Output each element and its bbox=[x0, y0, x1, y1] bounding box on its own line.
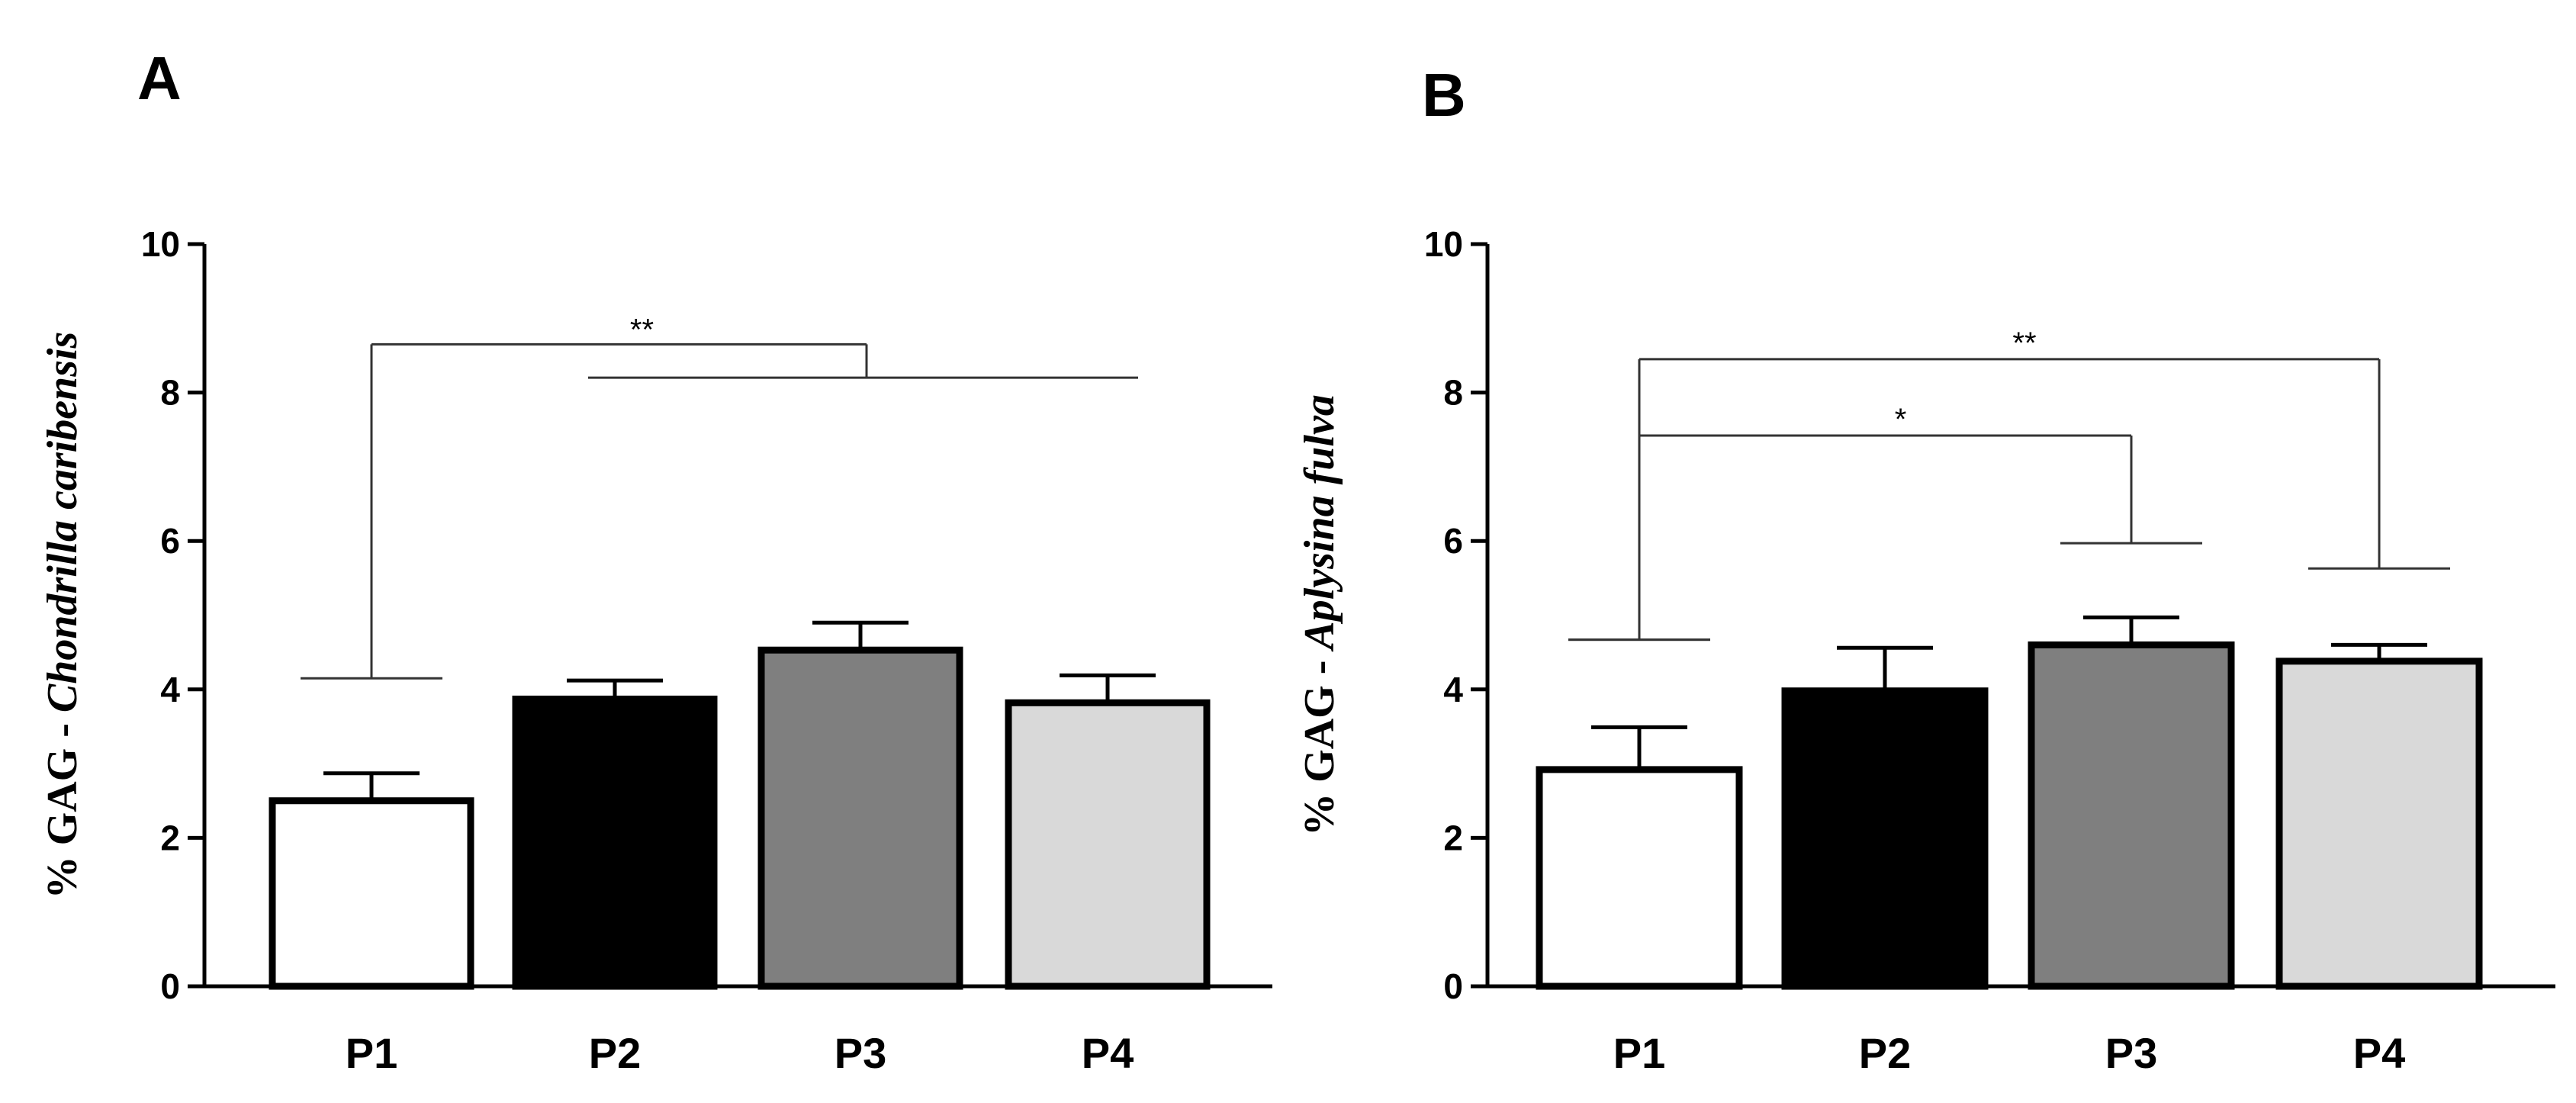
y-tick-label: 10 bbox=[141, 224, 180, 264]
bar-p2 bbox=[1781, 687, 1989, 990]
y-tick-label: 4 bbox=[160, 670, 180, 709]
x-tick-label-p3: P3 bbox=[835, 1029, 887, 1077]
significance-label: ** bbox=[2012, 326, 2036, 360]
y-tick-label: 6 bbox=[1443, 521, 1463, 561]
y-axis-label-species: Chondrilla caribensis bbox=[39, 332, 86, 712]
y-axis-label-species: Aplysina fulva bbox=[1296, 394, 1343, 651]
significance-label: * bbox=[1895, 403, 1907, 436]
bar-p3 bbox=[757, 646, 963, 990]
y-tick-label: 6 bbox=[160, 521, 180, 561]
x-tick-label-p2: P2 bbox=[1859, 1029, 1912, 1077]
x-tick-label-p3: P3 bbox=[2105, 1029, 2158, 1077]
y-tick-label: 0 bbox=[1443, 966, 1463, 1006]
y-axis-label-prefix: % GAG - bbox=[1296, 650, 1343, 836]
significance-bracket: ** bbox=[301, 313, 1138, 680]
x-tick-label-p1: P1 bbox=[1613, 1029, 1666, 1077]
panel-letter: B bbox=[1422, 61, 1466, 129]
panel-letter: A bbox=[137, 44, 182, 112]
y-tick-label: 10 bbox=[1424, 224, 1463, 264]
significance-label: ** bbox=[630, 313, 654, 346]
y-tick-label: 2 bbox=[160, 818, 180, 857]
significance-bracket: * bbox=[1568, 403, 2202, 642]
x-tick-label-p4: P4 bbox=[1082, 1029, 1134, 1077]
x-tick-label-p4: P4 bbox=[2353, 1029, 2406, 1077]
bar-p1 bbox=[269, 797, 474, 990]
x-tick-label-p1: P1 bbox=[346, 1029, 398, 1077]
y-axis-label: % GAG - Aplysina fulva bbox=[1296, 394, 1343, 836]
y-tick-label: 8 bbox=[1443, 373, 1463, 413]
bar-p4 bbox=[1005, 699, 1211, 990]
y-axis-label-prefix: % GAG - bbox=[39, 712, 86, 899]
bar-p3 bbox=[2028, 641, 2235, 990]
y-axis-label: % GAG - Chondrilla caribensis bbox=[39, 332, 86, 899]
chart-panel-a: A 0 2 4 6 8 10 % GAG - Chondrilla caribensis P1 P… bbox=[39, 44, 1272, 1077]
x-tick-label-p2: P2 bbox=[589, 1029, 642, 1077]
y-tick-label: 2 bbox=[1443, 818, 1463, 857]
bar-p2 bbox=[512, 695, 718, 990]
bar-p1 bbox=[1536, 766, 1743, 990]
bar-p4 bbox=[2275, 658, 2483, 990]
y-tick-label: 8 bbox=[160, 373, 180, 413]
y-tick-label: 4 bbox=[1443, 670, 1463, 709]
significance-bracket: ** bbox=[1568, 326, 2450, 642]
y-tick-label: 0 bbox=[160, 966, 180, 1006]
